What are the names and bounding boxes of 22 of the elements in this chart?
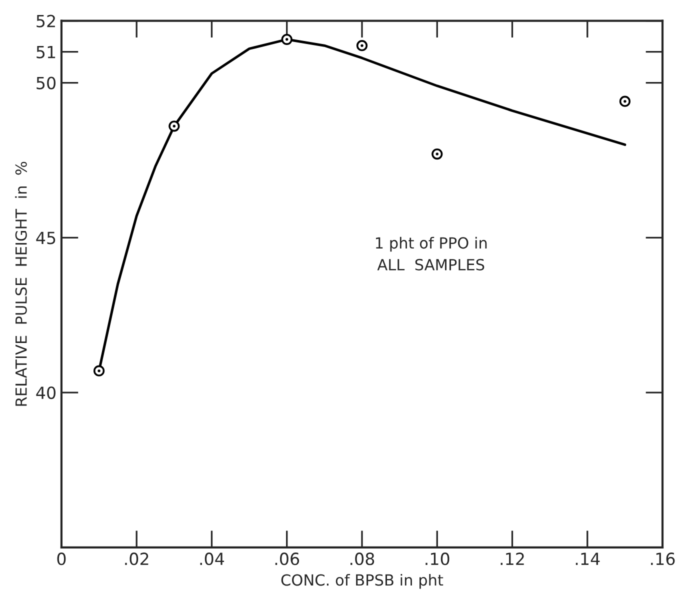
x-tick-label: .02 <box>125 552 148 566</box>
point <box>619 96 631 107</box>
y-axis-title: RELATIVE PULSE HEIGHT in % <box>15 162 27 406</box>
x-tick-label: .16 <box>651 552 675 566</box>
y-tick-label: 51 <box>36 46 56 58</box>
y-tick-label: 52 <box>36 14 55 28</box>
y-tick-label: 50 <box>36 76 56 90</box>
y-tick-label: 40 <box>36 386 56 400</box>
x-tick-label: 0 <box>57 552 66 566</box>
x-tick-label: .06 <box>275 552 300 566</box>
x-tick-label: .08 <box>350 552 374 566</box>
x-tick-label: .14 <box>576 552 600 565</box>
x-tick-label: .10 <box>426 552 450 566</box>
x-tick-label: .12 <box>500 552 524 565</box>
point <box>432 148 443 160</box>
annotation: 1 pht of PPO in ALL SAMPLES <box>376 236 487 270</box>
x-axis-title: CONC. of BPSB in pht <box>281 574 444 589</box>
point <box>93 365 105 376</box>
point <box>281 34 292 45</box>
y-tick-label: 45 <box>36 232 56 244</box>
x-tick-label: .04 <box>200 552 224 566</box>
point <box>356 40 368 52</box>
